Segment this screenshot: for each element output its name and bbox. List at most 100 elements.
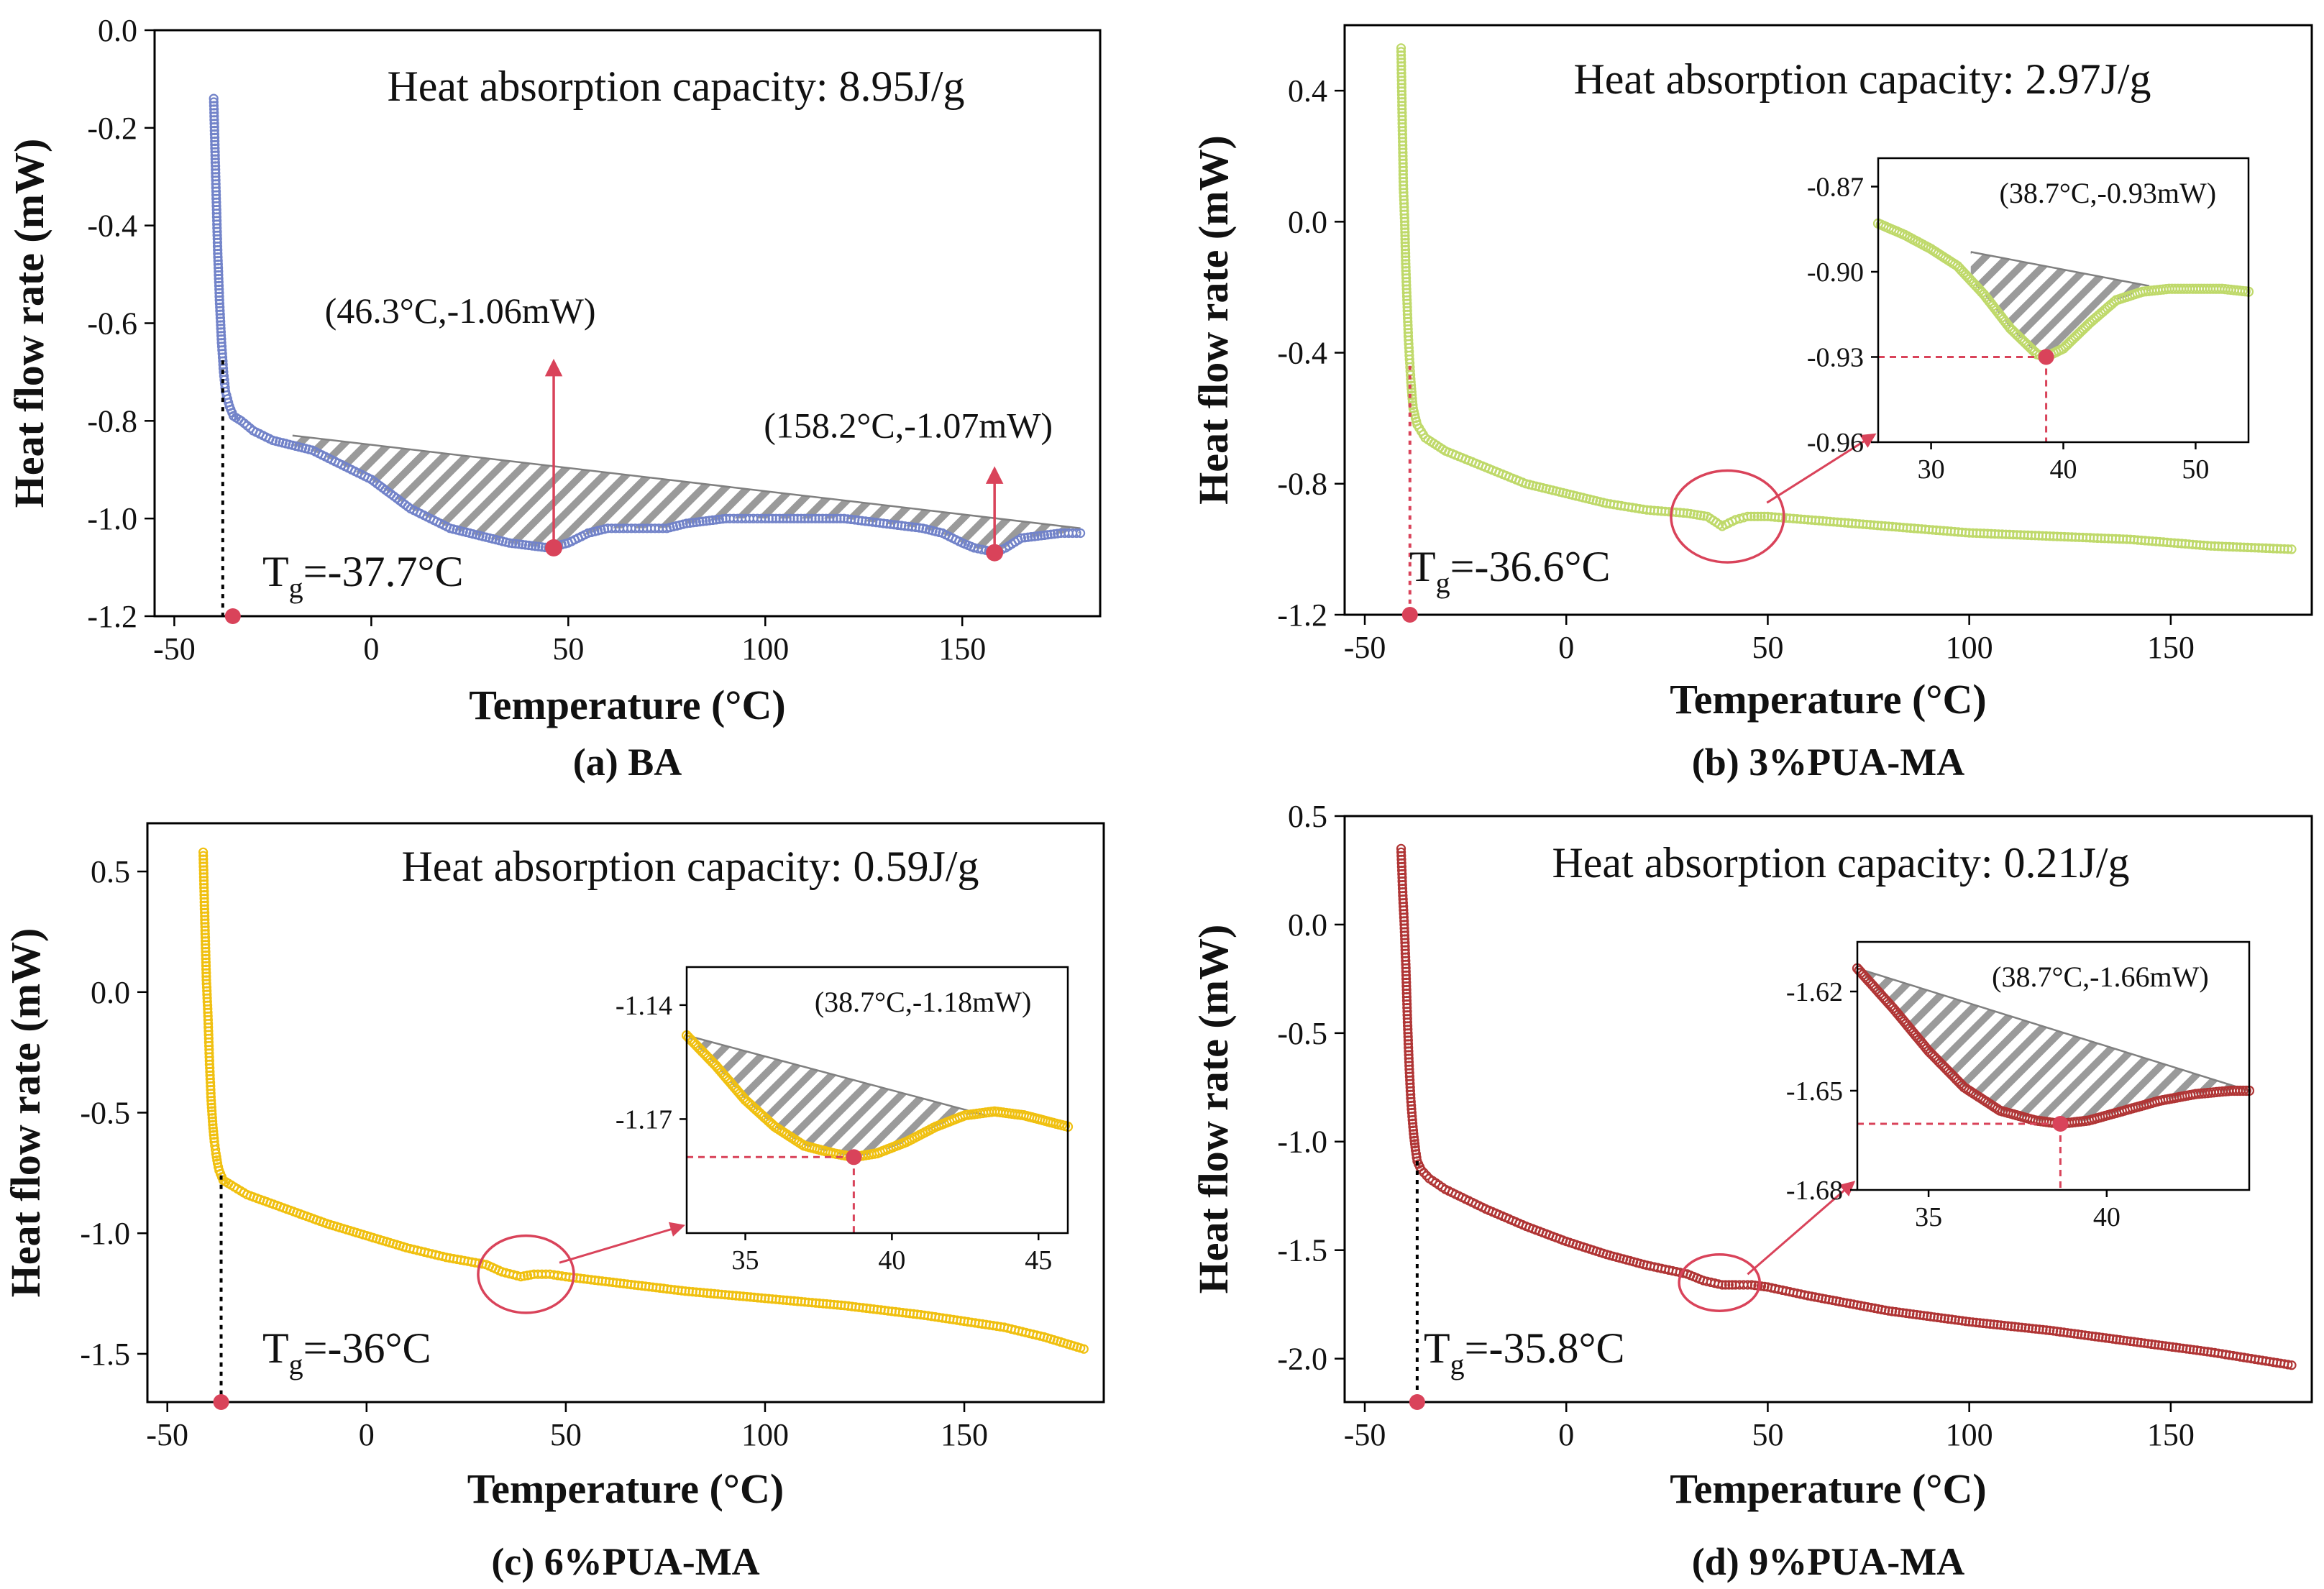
data-point bbox=[2003, 1321, 2013, 1331]
data-point bbox=[208, 1119, 218, 1130]
data-point bbox=[1400, 241, 1410, 252]
inset-y-tick-label: -1.14 bbox=[616, 991, 672, 1021]
data-point bbox=[2080, 1330, 2090, 1340]
data-point bbox=[1399, 216, 1410, 226]
data-point bbox=[2185, 1344, 2195, 1355]
peak-marker bbox=[986, 544, 1004, 562]
y-tick-label: 0.5 bbox=[91, 854, 130, 889]
data-point bbox=[1406, 390, 1417, 400]
data-point bbox=[1409, 1139, 1420, 1149]
data-point bbox=[708, 515, 718, 526]
inset-y-tick-label: -1.65 bbox=[1786, 1076, 1843, 1107]
tg-label: Tg=-37.7°C bbox=[262, 548, 464, 604]
data-point bbox=[1020, 533, 1030, 543]
panel-label: (d) 9%PUA-MA bbox=[1692, 1540, 1964, 1583]
data-point bbox=[2062, 1328, 2072, 1338]
x-tick-label: 50 bbox=[552, 631, 584, 667]
y-tick-label: -2.0 bbox=[1277, 1342, 1327, 1377]
inset: (38.7°C,-0.93mW) 30 40 50 -0.96 -0.93 -0.90 -0.… bbox=[1807, 157, 2254, 485]
data-point bbox=[523, 540, 534, 551]
y-tick-label: 0.5 bbox=[1288, 799, 1327, 834]
inset-peak-marker bbox=[2038, 349, 2054, 365]
data-point bbox=[1075, 528, 1086, 539]
data-point bbox=[2283, 1360, 2293, 1370]
data-point bbox=[198, 847, 209, 857]
inset-baseline-line bbox=[686, 1034, 987, 1117]
data-point bbox=[201, 946, 211, 957]
data-point bbox=[1975, 1318, 1985, 1328]
data-point bbox=[201, 957, 211, 968]
data-point bbox=[2066, 1328, 2076, 1338]
data-point bbox=[1717, 1280, 1727, 1290]
data-point bbox=[210, 154, 220, 164]
data-point bbox=[2023, 1323, 2034, 1333]
data-point bbox=[1407, 1111, 1417, 1122]
callout-arrow bbox=[1766, 433, 1877, 504]
data-point bbox=[1400, 248, 1411, 258]
inset-x-tick-label: 50 bbox=[2182, 454, 2209, 485]
data-point bbox=[1682, 508, 1692, 518]
inset-y-tick-label: -0.87 bbox=[1807, 172, 1864, 202]
data-point bbox=[2143, 1339, 2153, 1349]
x-tick-label: -50 bbox=[1344, 630, 1386, 665]
data-point bbox=[691, 517, 702, 527]
data-point bbox=[1400, 231, 1410, 241]
data-point bbox=[209, 119, 219, 129]
inset-x-tick-label: 35 bbox=[732, 1245, 759, 1276]
data-point bbox=[2157, 1340, 2167, 1351]
tg-label: Tg=-35.8°C bbox=[1424, 1324, 1625, 1380]
data-point bbox=[512, 1270, 522, 1281]
data-point bbox=[210, 136, 220, 146]
data-point bbox=[1884, 1306, 1894, 1316]
peak-label: (46.3°C,-1.06mW) bbox=[325, 290, 596, 331]
y-tick-label: 0.0 bbox=[98, 13, 137, 48]
data-point bbox=[1030, 531, 1040, 541]
data-point bbox=[2115, 1334, 2125, 1345]
inset-data-point bbox=[2029, 347, 2040, 357]
data-point bbox=[1985, 1319, 1995, 1329]
callout-arrow bbox=[1747, 1181, 1856, 1276]
y-tick-label: 0.0 bbox=[1288, 204, 1327, 239]
y-tick-label: -1.2 bbox=[87, 599, 137, 634]
data-point bbox=[1406, 374, 1416, 384]
inset-x-tick-label: 40 bbox=[2093, 1202, 2121, 1232]
data-point bbox=[209, 1130, 219, 1140]
inset-plot-frame bbox=[685, 966, 1069, 1235]
data-point bbox=[201, 936, 211, 946]
inset-peak-label: (38.7°C,-1.66mW) bbox=[1992, 961, 2209, 993]
data-point bbox=[1946, 1314, 1957, 1324]
data-point bbox=[1399, 220, 1410, 230]
x-tick-label: 100 bbox=[741, 1417, 789, 1452]
callout-ellipse bbox=[477, 1234, 575, 1314]
data-point bbox=[206, 1096, 216, 1106]
data-point bbox=[1746, 511, 1756, 521]
x-tick-label: 100 bbox=[1946, 1417, 1993, 1452]
data-point bbox=[209, 101, 219, 111]
callout-ellipse bbox=[1678, 1253, 1761, 1312]
data-point bbox=[2051, 1327, 2062, 1337]
data-point bbox=[1401, 252, 1411, 262]
inset-data-series bbox=[1872, 218, 2254, 362]
x-tick-label: 50 bbox=[1752, 630, 1783, 665]
x-tick-label: 100 bbox=[741, 631, 789, 667]
data-point bbox=[1071, 528, 1081, 539]
plot-frame bbox=[1343, 815, 2313, 1403]
data-point bbox=[1933, 1312, 1943, 1323]
data-point bbox=[1407, 397, 1418, 407]
inset-hatched-area bbox=[687, 1035, 986, 1157]
data-point bbox=[1756, 1281, 1767, 1291]
x-tick-label: 50 bbox=[550, 1417, 582, 1452]
inset-y-tick-label: -1.62 bbox=[1786, 977, 1843, 1007]
x-tick-label: 0 bbox=[363, 631, 379, 667]
data-point bbox=[1409, 1129, 1419, 1139]
inset-x-tick-label: 40 bbox=[2050, 454, 2077, 485]
data-point bbox=[1406, 387, 1417, 397]
heat-capacity-text: Heat absorption capacity: 8.95J/g bbox=[387, 63, 964, 110]
tg-marker bbox=[1401, 607, 1418, 623]
data-point bbox=[695, 517, 705, 527]
data-point bbox=[2167, 1342, 2177, 1352]
x-tick-label: 0 bbox=[359, 1417, 375, 1452]
inset: (38.7°C,-1.66mW) 35 40 -1.68 -1.65 -1.62 bbox=[1786, 940, 2255, 1232]
y-tick-label: -0.8 bbox=[87, 403, 137, 439]
data-point bbox=[511, 539, 521, 549]
